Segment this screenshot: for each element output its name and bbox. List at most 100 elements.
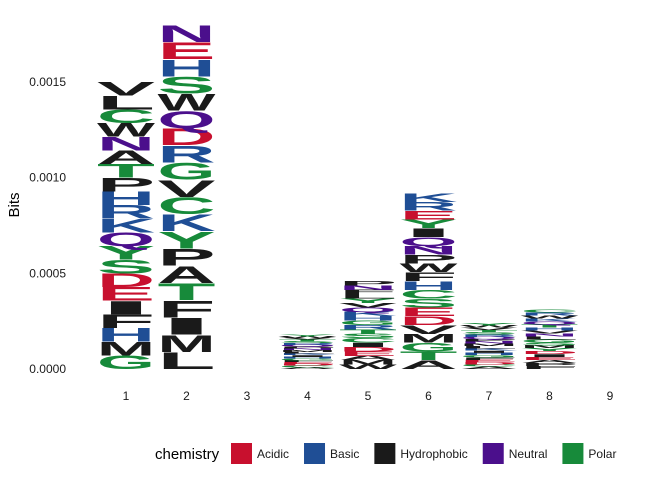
svg-text:A: A [278,367,336,370]
logo-letter: N [97,133,155,154]
svg-text:I: I [158,313,216,340]
logo-letter: I [97,297,155,318]
logo-letter: E [278,362,336,365]
logo-letter: Q [339,306,397,313]
svg-text:S: S [158,72,216,99]
svg-text:L: L [339,293,397,300]
svg-text:S: S [278,341,336,344]
svg-text:Q: Q [97,229,155,250]
logo-letter: H [521,327,579,332]
logo-letter: A [97,147,155,168]
svg-text:P: P [278,346,336,349]
svg-text:H: H [521,327,579,332]
logo-letter: K [400,191,458,205]
svg-text:N: N [278,348,336,351]
svg-text:P: P [158,244,216,271]
x-tick-label: 9 [607,389,614,403]
logo-letter: G [460,355,518,359]
svg-text:V: V [400,323,458,337]
svg-text:K: K [339,311,397,318]
svg-text:K: K [400,191,458,205]
logo-letter: T [339,328,397,335]
svg-text:F: F [521,365,579,370]
logo-letter: K [339,311,397,318]
logo-letter: E [97,284,155,305]
logo-letter: T [279,339,337,342]
logo-letter: P [520,362,578,367]
logo-letter: F [157,295,215,322]
svg-text:G: G [339,320,397,327]
logo-letter: K [278,353,336,356]
svg-text:F: F [339,289,397,296]
logo-letter: N [339,284,397,291]
svg-text:C: C [460,364,518,368]
svg-text:G: G [460,355,518,359]
svg-text:A: A [521,359,579,364]
y-tick-label: 0.0000 [29,362,66,376]
logo-letter: D [97,270,155,291]
legend-swatch [374,443,396,464]
svg-text:H: H [97,325,155,346]
svg-text:Y: Y [339,298,397,305]
logo-letter: I [158,313,216,340]
y-tick-label: 0.0010 [29,171,66,185]
logo-letter: A [339,355,397,362]
logo-letter: R [521,312,579,317]
logo-letter: C [157,192,215,219]
logo-letter: W [97,119,155,140]
logo-letter: Y [400,217,458,231]
svg-text:W: W [97,119,155,140]
svg-text:K: K [521,318,579,323]
svg-text:M: M [460,343,518,347]
svg-text:M: M [279,350,337,353]
logo-letter: I [460,350,518,354]
x-tick-label: 8 [546,389,553,403]
svg-text:L: L [279,351,337,354]
logo-letter: S [520,342,578,347]
chemistry-legend: chemistry Acidic Basic Hydrophobic Neutral P… [155,443,616,464]
legend-swatch [231,443,252,464]
svg-text:S: S [339,333,397,340]
logo-letter: P [339,280,397,287]
x-tick-label: 3 [244,389,251,403]
svg-text:H: H [278,357,336,360]
svg-text:V: V [460,327,518,331]
svg-text:P: P [460,339,518,343]
svg-text:D: D [157,123,215,150]
logo-letter: C [278,365,336,368]
svg-text:N: N [97,133,155,154]
legend-items: Acidic Basic Hydrophobic Neutral Polar [231,443,616,464]
logo-letter: H [157,54,215,81]
logo-letter: L [279,351,337,354]
logo-letter: S [278,341,336,344]
svg-text:D: D [521,351,579,356]
svg-text:R: R [460,334,518,338]
logo-letter: E [520,356,578,361]
x-tick-label: 4 [304,389,311,403]
svg-text:L: L [97,92,155,113]
logo-letter: M [97,338,155,359]
logo-letter: W [279,336,337,339]
logo-letter: R [460,334,518,338]
logo-letter: S [158,72,216,99]
svg-text:Y: Y [97,243,155,264]
svg-text:N: N [339,284,397,291]
svg-text:P: P [520,362,578,367]
svg-text:C: C [339,337,397,344]
svg-text:D: D [97,270,155,291]
logo-letter: Y [97,243,155,264]
svg-text:Q: Q [400,235,458,249]
legend-item: Polar [562,443,616,464]
legend-label: Neutral [509,447,548,461]
svg-text:H: H [339,315,397,322]
svg-text:Y: Y [400,217,458,231]
svg-text:V: V [97,79,155,100]
svg-text:A: A [157,261,215,288]
svg-text:W: W [460,325,519,329]
legend-title: chemistry [155,446,220,463]
logo-letter: H [278,357,336,360]
logo-letter: V [460,327,518,331]
logo-letter: K [460,348,518,352]
